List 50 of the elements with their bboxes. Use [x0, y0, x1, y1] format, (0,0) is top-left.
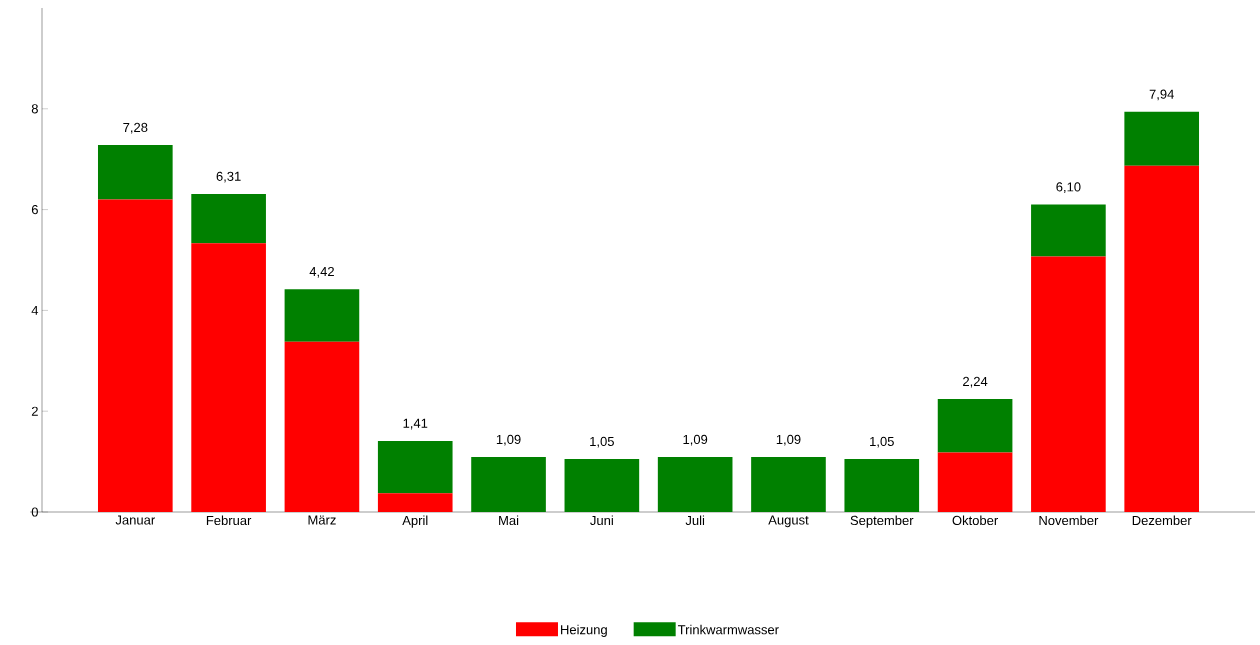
- x-tick-label: Mai: [499, 515, 519, 526]
- bar: [1031, 204, 1106, 257]
- bar: [564, 459, 640, 512]
- x-tick-label: November: [1039, 515, 1099, 526]
- total-label: 1,09: [496, 434, 521, 446]
- total-label: 1,41: [403, 418, 428, 430]
- x-tick-label: Februar: [206, 515, 252, 526]
- x-tick-label: August: [768, 515, 809, 528]
- bar: [471, 457, 546, 512]
- bar: [191, 193, 266, 244]
- total-label: 1,05: [590, 436, 614, 448]
- y-tick-label: 4: [31, 305, 39, 315]
- bar: [1124, 111, 1200, 166]
- bar: [97, 199, 173, 512]
- bar: [284, 341, 360, 512]
- bar: [657, 457, 733, 512]
- bar: [191, 243, 266, 512]
- y-tick-label: 0: [31, 507, 38, 517]
- x-tick-label: September: [850, 515, 914, 528]
- bar: [97, 145, 173, 200]
- y-tick-label: 8: [31, 104, 38, 114]
- total-label: 6,10: [1056, 182, 1081, 194]
- bar: [937, 452, 1013, 512]
- legend-label: Trinkwarmwasser: [677, 624, 779, 635]
- total-label: 6,31: [216, 171, 241, 183]
- total-label: 2,24: [963, 376, 988, 388]
- x-tick-label: April: [402, 515, 428, 528]
- total-label: 7,28: [123, 122, 148, 134]
- total-label: 7,94: [1149, 89, 1174, 101]
- x-tick-label: Juli: [685, 515, 705, 526]
- bar: [284, 289, 360, 342]
- total-label: 1,09: [776, 434, 801, 446]
- bar: [1031, 256, 1106, 512]
- x-tick-label: März: [308, 515, 336, 525]
- bar: [377, 440, 453, 494]
- legend-label: Heizung: [561, 624, 607, 637]
- x-tick-label: Juni: [590, 515, 613, 526]
- bar: [377, 493, 453, 512]
- bar: [937, 399, 1013, 453]
- y-tick-label: 6: [31, 204, 38, 215]
- y-tick-label: 2: [31, 406, 38, 416]
- x-tick-label: Oktober: [952, 515, 998, 526]
- bar: [844, 459, 920, 512]
- bar: [751, 457, 826, 512]
- x-tick-label: Januar: [115, 515, 155, 525]
- bar: [1124, 165, 1200, 512]
- total-label: 1,05: [870, 436, 894, 448]
- total-label: 1,09: [683, 434, 708, 446]
- total-label: 4,42: [309, 266, 334, 278]
- x-tick-label: Dezember: [1132, 515, 1192, 526]
